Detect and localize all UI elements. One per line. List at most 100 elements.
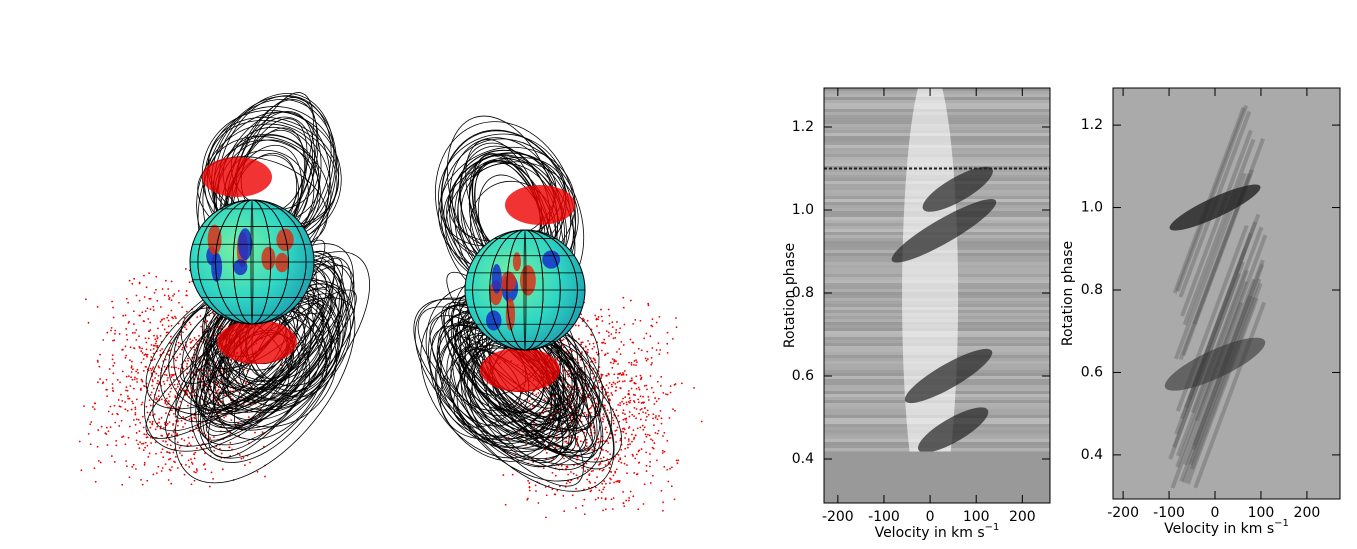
red-dot <box>106 444 109 446</box>
red-dot <box>183 473 186 476</box>
red-dot <box>190 483 193 486</box>
red-dot <box>125 354 128 357</box>
no-data <box>824 451 1050 503</box>
red-dot <box>592 426 595 429</box>
red-dot <box>156 337 159 340</box>
y-tick-label: 0.4 <box>1081 447 1103 463</box>
red-dot <box>213 449 216 452</box>
red-dot <box>632 393 635 396</box>
red-dot <box>618 372 621 375</box>
red-dot <box>633 438 635 440</box>
red-dot <box>616 351 618 353</box>
red-dot <box>591 449 594 451</box>
red-dot <box>608 411 611 414</box>
red-dot <box>125 297 128 300</box>
red-dot <box>126 389 129 392</box>
red-dot <box>165 331 168 334</box>
red-dot <box>646 350 649 353</box>
red-dot <box>145 436 148 439</box>
red-dot <box>618 420 621 423</box>
red-dot <box>567 375 570 378</box>
red-dot <box>115 440 118 442</box>
red-dot <box>177 367 180 370</box>
red-dot <box>656 418 659 421</box>
red-dot <box>641 424 644 427</box>
red-dot <box>169 349 171 352</box>
red-dot <box>174 395 177 397</box>
red-dot <box>134 411 137 414</box>
red-dot <box>621 400 623 403</box>
red-dot <box>502 474 505 476</box>
red-dot <box>627 438 630 441</box>
spot <box>485 310 502 331</box>
red-dot <box>191 463 194 465</box>
red-dot <box>124 314 127 317</box>
red-dot <box>126 338 129 341</box>
red-dot <box>584 470 587 473</box>
streak <box>1194 234 1268 422</box>
red-dot <box>635 387 638 390</box>
red-dot <box>638 412 640 415</box>
red-dot <box>129 346 132 349</box>
red-dot <box>651 325 654 328</box>
red-dot <box>628 415 631 418</box>
red-dot <box>616 377 619 379</box>
red-dot <box>643 441 646 443</box>
red-dot <box>625 432 627 435</box>
red-dot <box>148 399 151 402</box>
red-dot <box>585 345 587 348</box>
red-dot <box>98 365 101 368</box>
red-dot <box>171 466 173 468</box>
x-tick-label: 200 <box>1009 509 1036 525</box>
red-dot <box>615 409 618 412</box>
red-dot <box>164 400 167 403</box>
x-axis-label-text: Velocity in km s <box>875 525 985 541</box>
red-dot <box>134 406 137 409</box>
red-dot <box>635 417 637 420</box>
red-dot <box>146 355 148 358</box>
red-dot <box>666 439 669 442</box>
dark-feature <box>917 407 989 453</box>
streak <box>1174 248 1247 435</box>
red-dot <box>163 365 166 368</box>
red-dot <box>649 375 652 377</box>
spot <box>276 228 294 252</box>
red-dot <box>581 341 584 344</box>
red-dot <box>629 299 632 302</box>
red-dot <box>617 363 619 365</box>
red-dot <box>128 476 131 479</box>
red-dot <box>147 318 150 320</box>
red-dot <box>603 480 606 483</box>
red-dot <box>633 401 636 404</box>
red-dot <box>131 465 134 468</box>
red-dot <box>188 466 191 468</box>
red-dot <box>600 315 603 318</box>
red-dot <box>175 317 177 319</box>
red-dot <box>125 333 128 336</box>
red-dot <box>156 335 158 337</box>
red-dot <box>150 442 153 444</box>
red-dot <box>167 325 170 328</box>
x-tick-label: -200 <box>1107 505 1139 521</box>
red-dot <box>620 430 623 433</box>
red-dot <box>105 388 108 391</box>
red-dot <box>165 412 167 415</box>
red-dot <box>135 370 138 373</box>
red-dot <box>204 468 207 471</box>
red-dot <box>504 503 507 506</box>
red-dot <box>132 402 134 405</box>
red-dot <box>150 356 153 358</box>
red-dot <box>228 446 231 449</box>
red-dot <box>149 297 152 300</box>
red-dot <box>614 429 617 432</box>
red-dot <box>603 404 606 407</box>
streak <box>1180 232 1253 420</box>
red-dot <box>612 381 615 384</box>
red-dot <box>122 314 125 317</box>
red-dot <box>647 304 650 307</box>
red-dot <box>152 366 155 369</box>
red-dot <box>193 479 196 482</box>
red-dot <box>173 413 175 415</box>
red-dot <box>655 349 658 351</box>
red-dot <box>567 369 570 372</box>
